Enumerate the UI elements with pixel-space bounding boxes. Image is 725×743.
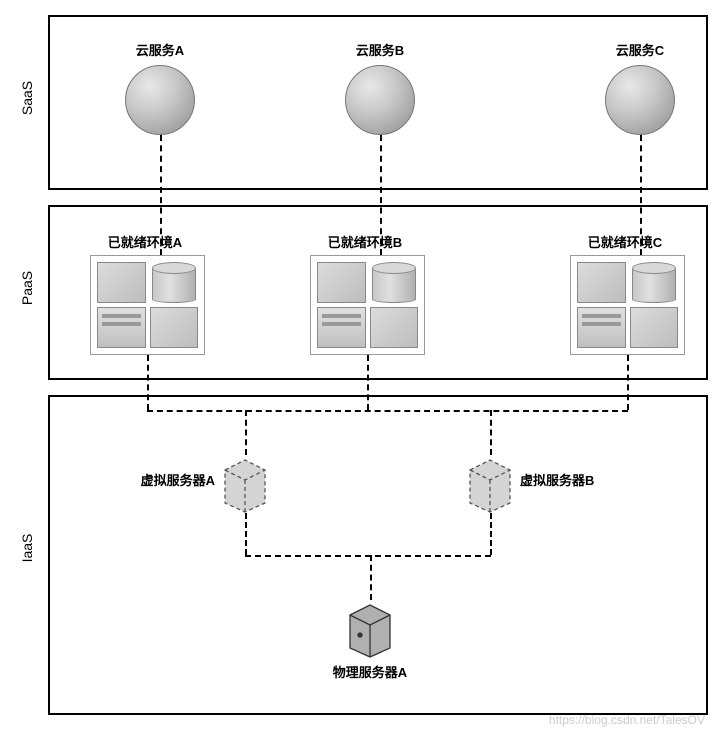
conn-vmA-down bbox=[245, 513, 247, 555]
virtual-server-a-icon bbox=[220, 455, 270, 513]
paas-bus bbox=[147, 410, 628, 412]
environment-a-icon bbox=[90, 255, 205, 355]
physical-server-a-icon bbox=[345, 600, 395, 658]
conn-envB-down bbox=[367, 355, 369, 410]
conn-bus-vmB bbox=[490, 410, 492, 455]
vm-a-label: 虚拟服务器A bbox=[115, 470, 215, 489]
saas-node-b-label: 云服务B bbox=[330, 40, 430, 59]
layer-label-paas: PaaS bbox=[19, 263, 35, 313]
vm-bus bbox=[245, 555, 491, 557]
conn-bus-phys bbox=[370, 555, 372, 600]
saas-node-c-label: 云服务C bbox=[590, 40, 690, 59]
conn-envA-down bbox=[147, 355, 149, 410]
environment-c-icon bbox=[570, 255, 685, 355]
watermark-text: https://blog.csdn.net/TalesOV bbox=[549, 713, 705, 727]
physical-server-label: 物理服务器A bbox=[315, 662, 425, 681]
cloud-service-a-icon bbox=[125, 65, 195, 135]
cloud-service-c-icon bbox=[605, 65, 675, 135]
virtual-server-b-icon bbox=[465, 455, 515, 513]
paas-node-b-label: 已就绪环境B bbox=[305, 232, 425, 251]
conn-bus-vmA bbox=[245, 410, 247, 455]
cloud-service-b-icon bbox=[345, 65, 415, 135]
conn-envC-down bbox=[627, 355, 629, 410]
cloud-layers-diagram: SaaS PaaS IaaS 云服务A 云服务B 云服务C 已就绪环境A 已就绪… bbox=[10, 10, 715, 733]
layer-label-saas: SaaS bbox=[19, 73, 35, 123]
paas-node-a-label: 已就绪环境A bbox=[85, 232, 205, 251]
vm-b-label: 虚拟服务器B bbox=[520, 470, 620, 489]
conn-vmB-down bbox=[490, 513, 492, 555]
paas-node-c-label: 已就绪环境C bbox=[565, 232, 685, 251]
layer-label-iaas: IaaS bbox=[19, 523, 35, 573]
environment-b-icon bbox=[310, 255, 425, 355]
saas-node-a-label: 云服务A bbox=[110, 40, 210, 59]
